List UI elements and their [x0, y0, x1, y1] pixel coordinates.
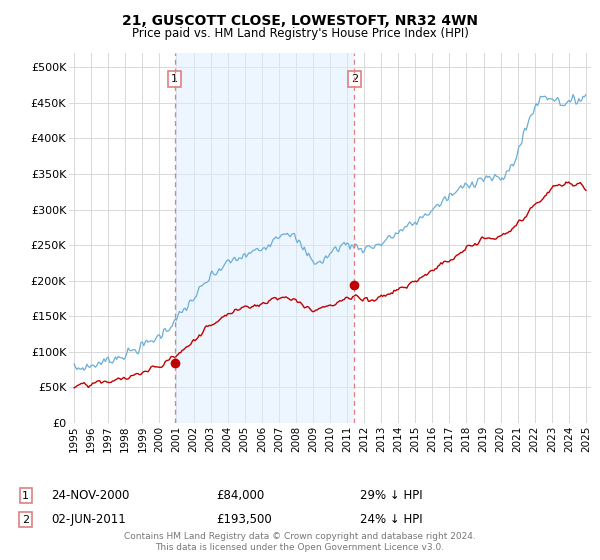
Text: 21, GUSCOTT CLOSE, LOWESTOFT, NR32 4WN: 21, GUSCOTT CLOSE, LOWESTOFT, NR32 4WN: [122, 14, 478, 28]
Text: 24% ↓ HPI: 24% ↓ HPI: [360, 513, 422, 526]
Text: Contains HM Land Registry data © Crown copyright and database right 2024.
This d: Contains HM Land Registry data © Crown c…: [124, 532, 476, 552]
Text: 2: 2: [22, 515, 29, 525]
Text: 2: 2: [350, 74, 358, 84]
Text: 24-NOV-2000: 24-NOV-2000: [51, 489, 130, 502]
Text: 29% ↓ HPI: 29% ↓ HPI: [360, 489, 422, 502]
Text: 1: 1: [171, 74, 178, 84]
Text: 02-JUN-2011: 02-JUN-2011: [51, 513, 126, 526]
Text: £193,500: £193,500: [216, 513, 272, 526]
Text: £84,000: £84,000: [216, 489, 264, 502]
Bar: [175, 53, 354, 423]
Text: Price paid vs. HM Land Registry's House Price Index (HPI): Price paid vs. HM Land Registry's House …: [131, 27, 469, 40]
Text: 1: 1: [22, 491, 29, 501]
